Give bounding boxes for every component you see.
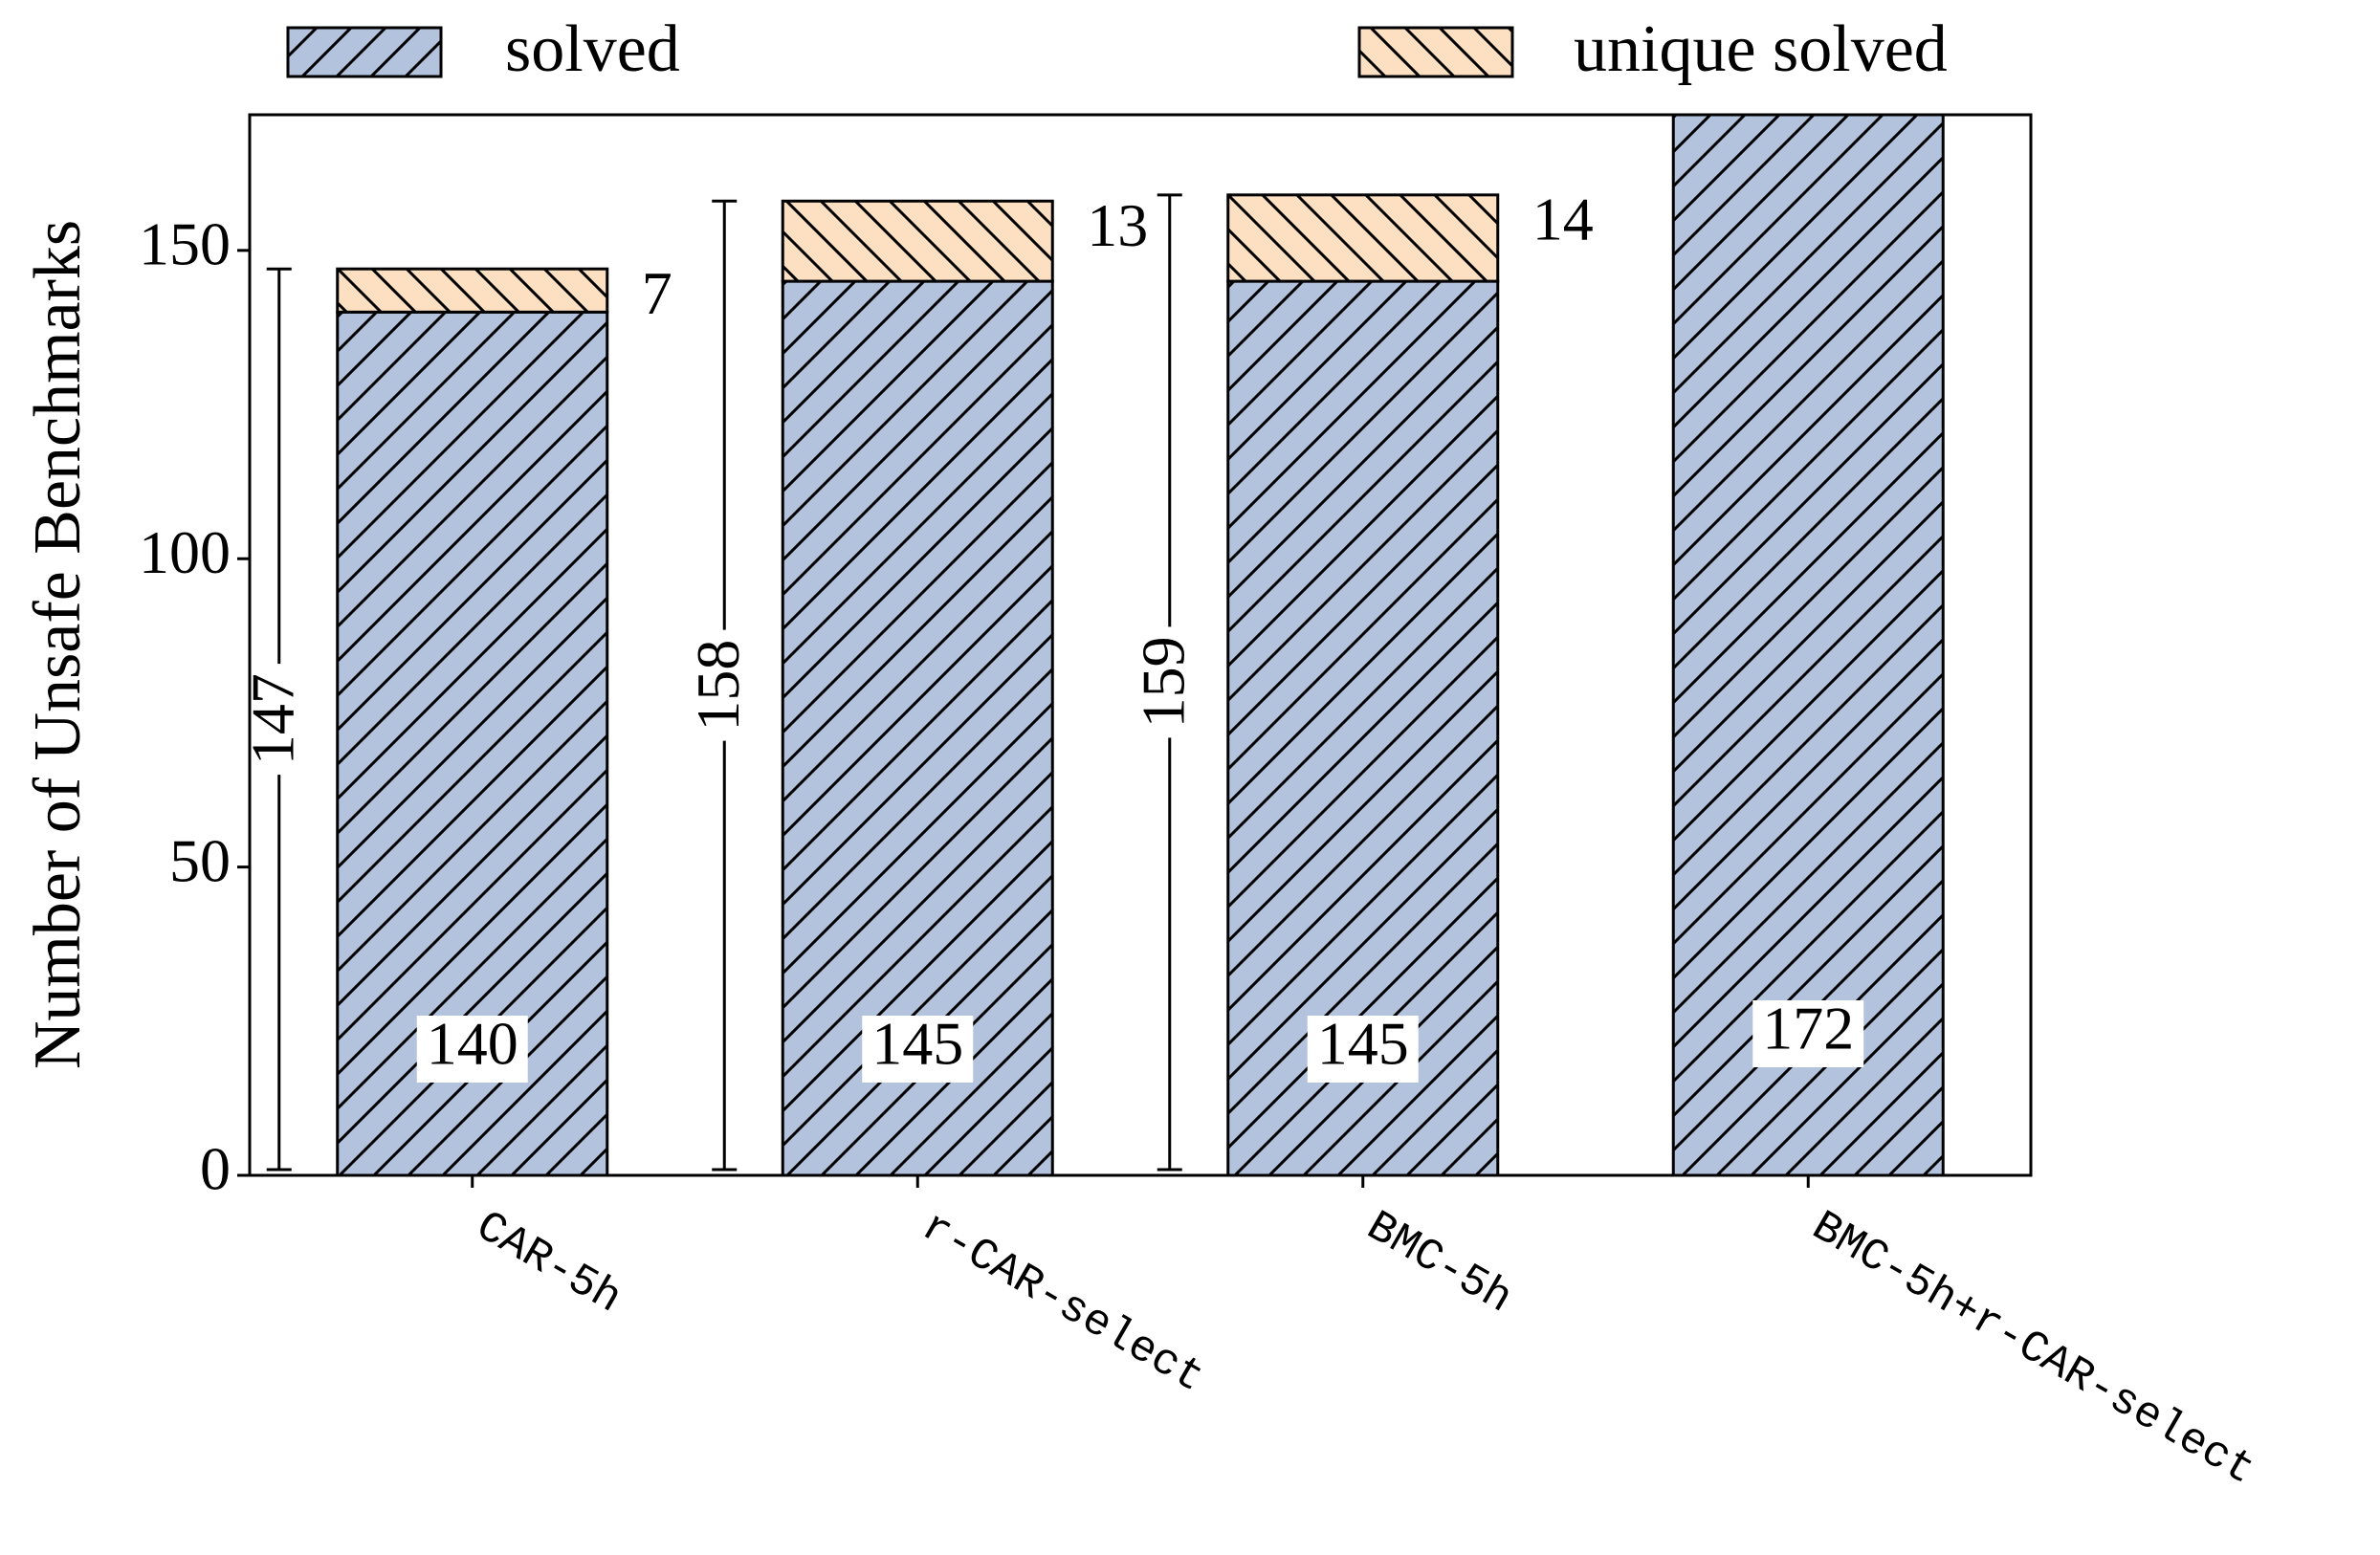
y-axis-label: Number of Unsafe Benchmarks (21, 220, 95, 1069)
bar-segment (336, 267, 609, 314)
value-label: 145 (871, 1010, 963, 1078)
legend-label: unique solved (1574, 12, 1948, 86)
legend-label: solved (505, 12, 680, 86)
value-label-bg (416, 1016, 528, 1083)
value-label: 172 (1762, 995, 1854, 1062)
axes-frame (248, 113, 2033, 1177)
value-label-bg (862, 1016, 974, 1083)
total-label-bg (1140, 626, 1199, 738)
y-tick-label: 100 (139, 518, 231, 586)
y-tick-label: 0 (200, 1135, 231, 1203)
value-label: 145 (1317, 1010, 1409, 1078)
total-label: 158 (684, 640, 752, 732)
value-label: 140 (427, 1010, 518, 1078)
value-label-bg (1752, 1000, 1864, 1067)
legend-swatch (1357, 26, 1514, 78)
total-label: 159 (1129, 636, 1197, 728)
legend-swatch (286, 26, 443, 78)
y-tick-label: 150 (139, 210, 231, 278)
bar-segment (1226, 193, 1500, 283)
x-tick-label: CAR-5h (468, 1202, 629, 1325)
bar-segment (781, 199, 1054, 283)
value-label: 14 (1532, 186, 1594, 253)
total-label-bg (695, 629, 754, 741)
value-label-bg (1307, 1016, 1419, 1083)
value-label: 13 (1087, 191, 1148, 259)
x-tick-label: BMC-5h (1358, 1202, 1520, 1325)
y-tick-label: 50 (169, 826, 231, 894)
x-tick-label: BMC-5h+r-CAR-select (1803, 1202, 2262, 1496)
value-label: 7 (642, 259, 672, 327)
total-label-bg (250, 664, 308, 776)
bar-segment (1671, 113, 1945, 1177)
x-tick-label: r-CAR-select (913, 1202, 1212, 1404)
